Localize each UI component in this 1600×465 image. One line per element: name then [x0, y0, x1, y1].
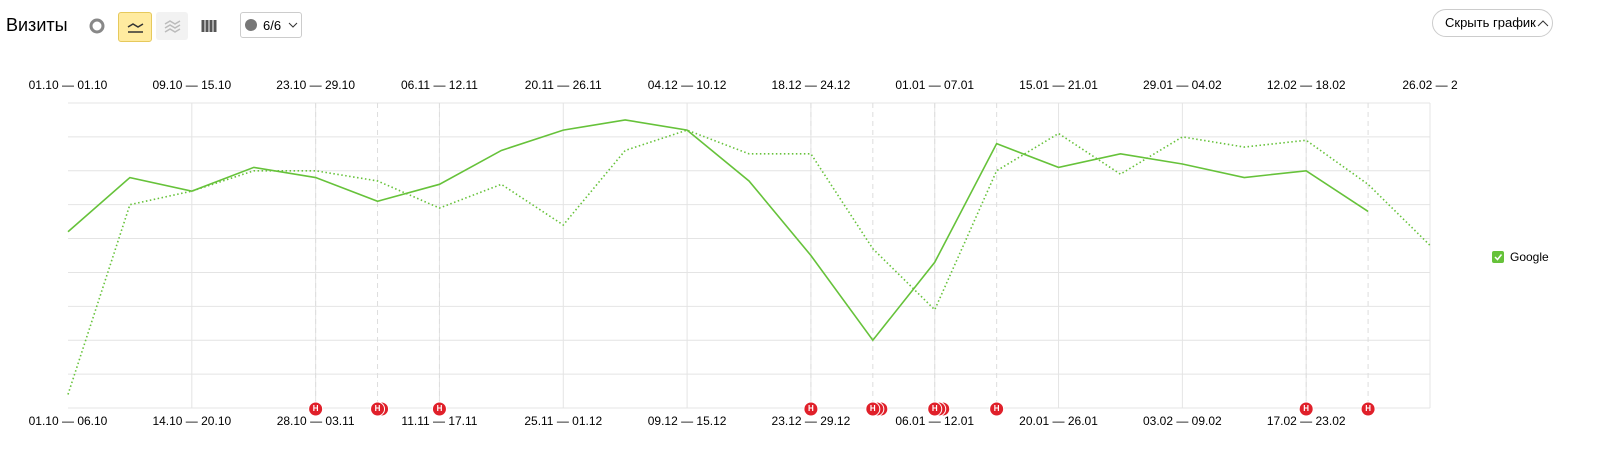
- compare-tick-label: 09.10 — 15.10: [152, 78, 231, 92]
- x-tick-label: 11.11 — 17.11: [401, 414, 477, 428]
- compare-tick-label: 18.12 — 24.12: [772, 78, 851, 92]
- line-view-button[interactable]: [118, 12, 152, 42]
- compare-tick-label: 15.01 — 21.01: [1019, 78, 1098, 92]
- note-marker: [927, 401, 943, 417]
- compare-tick-label: 06.11 — 12.11: [401, 78, 478, 92]
- note-marker: [431, 401, 447, 417]
- note-marker: [1360, 401, 1376, 417]
- x-tick-label: 28.10 — 03.11: [277, 414, 355, 428]
- hide-chart-button[interactable]: Скрыть график: [1432, 9, 1553, 37]
- series-line: [67, 119, 1369, 342]
- x-tick-label: 09.12 — 15.12: [648, 414, 727, 428]
- note-marker: [370, 401, 386, 417]
- note-marker: [1298, 401, 1314, 417]
- note-icon: Н: [313, 404, 319, 413]
- legend-checkbox: [1492, 251, 1504, 263]
- note-icon: Н: [1303, 404, 1309, 413]
- legend-check: [1494, 254, 1503, 261]
- comments-dropdown[interactable]: 6/6: [240, 12, 302, 38]
- note-marker: [989, 401, 1005, 417]
- header: Визиты 6/6 Скрыть график: [0, 0, 1600, 55]
- x-tick-label: 03.02 — 09.02: [1143, 414, 1222, 428]
- compare-tick-label: 12.02 — 18.02: [1267, 78, 1346, 92]
- note-marker: [308, 401, 324, 417]
- compare-tick-label: 01.01 — 07.01: [895, 78, 974, 92]
- x-tick-label: 01.10 — 06.10: [29, 414, 108, 428]
- pie-view-button[interactable]: [82, 12, 114, 40]
- compare-tick-label: 01.10 — 01.10: [29, 78, 108, 92]
- compare-tick-label: 23.10 — 29.10: [276, 78, 355, 92]
- note-marker: [865, 401, 881, 417]
- compare-tick-label: 26.02 — 2: [1402, 78, 1458, 92]
- compare-tick-label: 29.01 — 04.02: [1143, 78, 1222, 92]
- area-view-button[interactable]: [156, 12, 188, 40]
- x-tick-label: 25.11 — 01.12: [524, 414, 602, 428]
- top-labels: 01.10 — 01.10 09.10 — 15.10 23.10 — 29.10 0…: [29, 78, 1458, 92]
- compare-tick-label: 04.12 — 10.12: [648, 78, 727, 92]
- compare-tick-label: 20.11 — 26.11: [525, 78, 602, 92]
- note-icon: Н: [375, 404, 381, 413]
- comments-count: 6/6: [263, 18, 282, 33]
- x-tick-label: 17.02 — 23.02: [1267, 414, 1346, 428]
- series-line: [67, 129, 1431, 395]
- note-marker: [803, 401, 819, 417]
- x-tick-label: 14.10 — 20.10: [152, 414, 231, 428]
- button-label: Скрыть график: [1445, 15, 1536, 30]
- note-icon: Н: [994, 404, 1000, 413]
- bar-view-button[interactable]: [193, 12, 225, 40]
- x-tick-label: 20.01 — 26.01: [1019, 414, 1098, 428]
- x-tick-label: 06.01 — 12.01: [895, 414, 974, 428]
- legend-label: Google: [1510, 250, 1549, 264]
- note-icon: Н: [1365, 404, 1371, 413]
- note-icon: Н: [932, 404, 938, 413]
- note-icon: Н: [808, 404, 814, 413]
- title: Визиты: [6, 15, 68, 35]
- x-tick-label: 23.12 — 29.12: [772, 414, 851, 428]
- note-icon: Н: [437, 404, 443, 413]
- note-icon: Н: [870, 404, 876, 413]
